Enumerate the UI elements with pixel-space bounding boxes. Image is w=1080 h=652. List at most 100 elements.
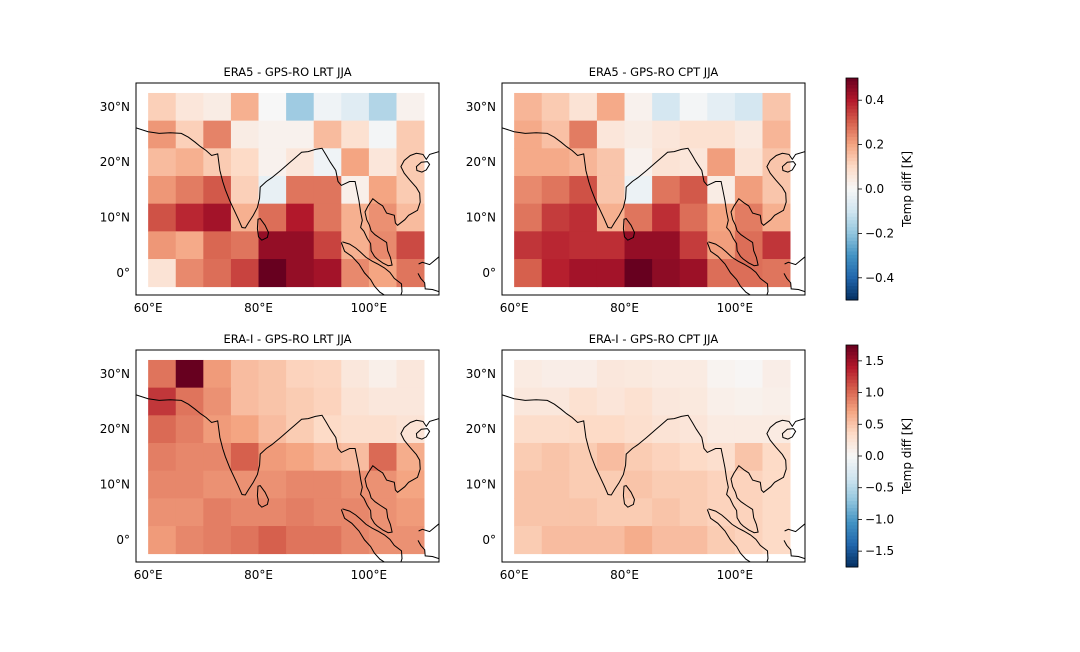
heatmap-cell-r2-c0 bbox=[514, 148, 543, 177]
colorbar-segment bbox=[846, 345, 858, 349]
colorbar-segment bbox=[846, 549, 858, 554]
colorbar-segment bbox=[846, 213, 858, 218]
colorbar-segment bbox=[846, 234, 858, 239]
heatmap-cell-r3-c7 bbox=[707, 175, 736, 205]
colorbar-segment bbox=[846, 504, 858, 509]
colorbar-segment bbox=[846, 435, 858, 440]
heatmap-cell-r2-c1 bbox=[541, 415, 570, 444]
heatmap-cell-r5-c3 bbox=[596, 498, 625, 527]
heatmap-cell-r6-c2 bbox=[569, 259, 598, 288]
coastline-borneo-south bbox=[783, 273, 805, 293]
colorbar-segment bbox=[846, 351, 858, 356]
heatmap-cell-r1-c0 bbox=[514, 387, 543, 416]
heatmap-cell-r4-c5 bbox=[652, 470, 681, 499]
colorbar-segment bbox=[846, 372, 858, 377]
heatmap-cell-r5-c1 bbox=[541, 498, 570, 527]
heatmap-cell-r0-c6 bbox=[313, 92, 342, 122]
heatmap-cell-r4-c7 bbox=[341, 470, 370, 499]
coastline-sumatra-west bbox=[706, 509, 751, 562]
x-tick-label: 80°E bbox=[610, 568, 639, 582]
heatmap-cell-r1-c4 bbox=[258, 387, 287, 416]
heatmap-cell-r0-c0 bbox=[514, 359, 543, 389]
heatmap-cell-r1-c0 bbox=[148, 387, 177, 416]
coastline-hainan bbox=[415, 161, 431, 173]
heatmap-cell-r4-c3 bbox=[230, 470, 259, 499]
heatmap-cell-r1-c8 bbox=[734, 387, 763, 416]
colorbar-segment bbox=[846, 119, 858, 124]
heatmap-cell-r2-c6 bbox=[679, 415, 708, 444]
heatmap-cell-r2-c1 bbox=[175, 148, 204, 177]
x-tick-label: 100°E bbox=[351, 568, 388, 582]
heatmap-cell-r4-c2 bbox=[569, 470, 598, 499]
heatmap-cell-r1-c1 bbox=[175, 120, 204, 149]
colorbar-segment bbox=[846, 462, 858, 467]
colorbar-segment bbox=[846, 91, 858, 96]
map-panel-era-i-gps-ro-cpt-jja: ERA-I - GPS-RO CPT JJA 60°E 80°E 100°E 30°N 2… bbox=[466, 332, 806, 582]
colorbar-segment bbox=[846, 445, 858, 450]
colorbar-segment bbox=[846, 182, 858, 187]
heatmap-cell-r2-c6 bbox=[679, 148, 708, 177]
colorbar-tick-label: 0.4 bbox=[865, 93, 884, 107]
heatmap-cell-r5-c9 bbox=[396, 498, 425, 527]
heatmap-cell-r3-c6 bbox=[313, 442, 342, 472]
x-tick-label: 80°E bbox=[610, 301, 639, 315]
colorbar-segment bbox=[846, 268, 858, 273]
heatmap-cell-r5-c0 bbox=[148, 498, 177, 527]
heatmap-cell-r3-c4 bbox=[624, 442, 653, 472]
heatmap-cell-r0-c9 bbox=[396, 359, 425, 389]
heatmap-cell-r3-c4 bbox=[258, 175, 287, 205]
heatmap-cell-r6-c4 bbox=[624, 526, 653, 555]
heatmap-cell-r1-c0 bbox=[148, 120, 177, 149]
heatmap-cell-r0-c9 bbox=[762, 92, 791, 122]
heatmap-cell-r5-c8 bbox=[734, 498, 763, 527]
heatmap-cell-r5-c6 bbox=[313, 498, 342, 527]
colorbar-segment bbox=[846, 417, 858, 422]
heatmap-cell-r3-c2 bbox=[203, 442, 232, 472]
colorbar-segment bbox=[846, 109, 858, 114]
colorbar-segment bbox=[846, 258, 858, 263]
panel-title: ERA-I - GPS-RO LRT JJA bbox=[223, 332, 351, 346]
colorbar-segment bbox=[846, 546, 858, 551]
colorbar-segment bbox=[846, 116, 858, 121]
colorbar-segment bbox=[846, 480, 858, 485]
heatmap-cell-r5-c2 bbox=[203, 498, 232, 527]
heatmap-cell-r5-c7 bbox=[707, 498, 736, 527]
heatmap-cell-r1-c7 bbox=[341, 387, 370, 416]
heatmap-cell-r6-c1 bbox=[175, 259, 204, 288]
heatmap-cell-r0-c4 bbox=[624, 92, 653, 122]
coastline-layer bbox=[136, 127, 439, 295]
heatmap-cell-r5-c9 bbox=[762, 231, 791, 260]
colorbar-segment bbox=[846, 230, 858, 235]
colorbar-segment bbox=[846, 81, 858, 86]
heatmap-cell-r1-c8 bbox=[734, 120, 763, 149]
heatmap-cell-r3-c3 bbox=[596, 442, 625, 472]
coastline-sumatra-east bbox=[708, 508, 769, 562]
heatmap-cell-r1-c9 bbox=[396, 387, 425, 416]
colorbar-segment bbox=[846, 136, 858, 141]
colorbar-segment bbox=[846, 202, 858, 207]
heatmap-cell-r4-c7 bbox=[341, 203, 370, 232]
colorbar-segment bbox=[846, 390, 858, 395]
heatmap-cell-r4-c9 bbox=[396, 203, 425, 232]
x-tick-label: 100°E bbox=[717, 301, 754, 315]
colorbar-segment bbox=[846, 189, 858, 193]
heatmap-cell-r0-c5 bbox=[652, 359, 681, 389]
colorbar-segment bbox=[846, 150, 858, 155]
heatmap-cell-r3-c8 bbox=[734, 442, 763, 472]
colorbar-segment bbox=[846, 473, 858, 478]
panel-title: ERA5 - GPS-RO CPT JJA bbox=[589, 65, 719, 79]
heatmap-cell-r0-c9 bbox=[396, 92, 425, 122]
heatmap-cell-r6-c0 bbox=[148, 259, 177, 288]
colorbar-segment bbox=[846, 355, 858, 360]
heatmap-cell-r0-c5 bbox=[286, 92, 315, 122]
heatmap-cell-r5-c8 bbox=[734, 231, 763, 260]
heatmap-cell-r4-c6 bbox=[679, 470, 708, 499]
colorbar-segment bbox=[846, 209, 858, 214]
heatmap-cell-r0-c0 bbox=[148, 92, 177, 122]
heatmap-cell-r6-c3 bbox=[230, 526, 259, 555]
heatmap-cell-r0-c2 bbox=[203, 359, 232, 389]
colorbar-segment bbox=[846, 112, 858, 117]
coastline-mainland bbox=[502, 127, 805, 267]
heatmap-cell-r2-c2 bbox=[203, 148, 232, 177]
coastline-borneo-north bbox=[784, 256, 805, 266]
